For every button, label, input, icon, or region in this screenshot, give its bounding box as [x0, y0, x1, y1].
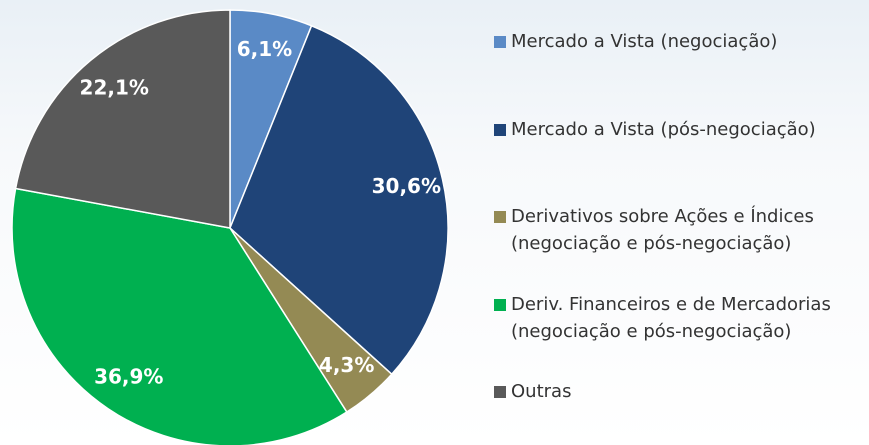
legend-label: Outras: [511, 378, 851, 405]
legend-item: Mercado a Vista (negociação): [494, 28, 864, 55]
legend-item: Derivativos sobre Ações e Índices (negoc…: [494, 203, 864, 257]
legend-item: Deriv. Financeiros e de Mercadorias (neg…: [494, 291, 864, 345]
data-label: 4,3%: [319, 353, 374, 377]
data-label: 6,1%: [237, 37, 292, 61]
legend-label: Deriv. Financeiros e de Mercadorias (neg…: [511, 291, 851, 345]
legend-swatch: [494, 124, 506, 136]
legend-swatch: [494, 386, 506, 398]
data-label: 22,1%: [80, 75, 149, 99]
legend-swatch: [494, 36, 506, 48]
legend-swatch: [494, 211, 506, 223]
legend-label: Mercado a Vista (pós-negociação): [511, 116, 851, 143]
data-label: 30,6%: [372, 174, 441, 198]
legend-item: Mercado a Vista (pós-negociação): [494, 116, 864, 143]
chart: 6,1% 30,6% 4,3% 36,9% 22,1% Mercado a Vista …: [0, 0, 869, 445]
data-label: 36,9%: [94, 364, 163, 388]
legend-item: Outras: [494, 378, 864, 405]
legend-label: Derivativos sobre Ações e Índices (negoc…: [511, 203, 851, 257]
legend-swatch: [494, 299, 506, 311]
legend-label: Mercado a Vista (negociação): [511, 28, 851, 55]
